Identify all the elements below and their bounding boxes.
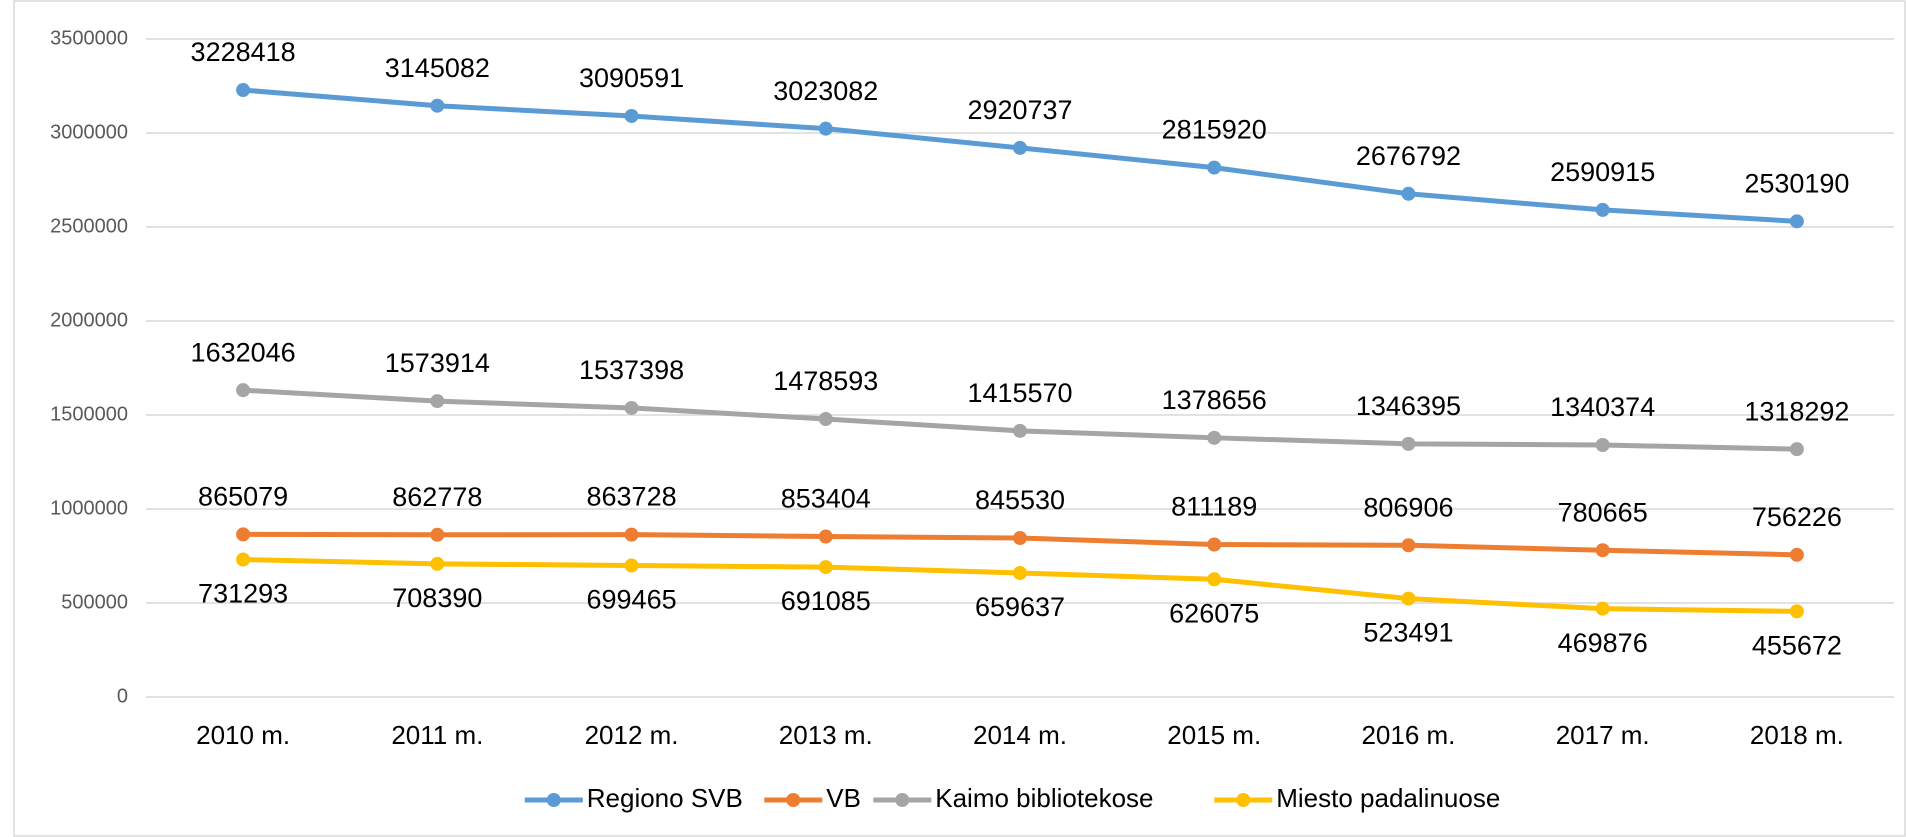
data-label: 1340374	[1550, 392, 1655, 422]
x-tick-label: 2013 m.	[779, 720, 873, 750]
point	[430, 556, 445, 571]
x-tick-label: 2016 m.	[1361, 720, 1455, 750]
data-label: 2815920	[1162, 115, 1267, 145]
data-label: 1573914	[385, 348, 490, 378]
data-label: 2920737	[967, 95, 1072, 125]
data-label: 1478593	[773, 366, 878, 396]
x-tick-label: 2018 m.	[1750, 720, 1844, 750]
point	[1207, 160, 1222, 175]
data-label: 863728	[587, 482, 677, 512]
data-label: 845530	[975, 485, 1065, 515]
point	[1401, 591, 1416, 606]
point	[1789, 547, 1804, 562]
data-label: 626075	[1169, 598, 1259, 628]
point	[1401, 436, 1416, 451]
point	[1789, 214, 1804, 229]
point	[236, 527, 251, 542]
legend-label: Regiono SVB	[587, 783, 743, 813]
legend-label: VB	[826, 783, 861, 813]
point	[624, 558, 639, 573]
point	[818, 560, 833, 575]
x-tick-label: 2017 m.	[1556, 720, 1650, 750]
x-tick-label: 2010 m.	[196, 720, 290, 750]
point	[1401, 186, 1416, 201]
point	[236, 83, 251, 98]
data-label: 659637	[975, 592, 1065, 622]
x-tick-label: 2011 m.	[391, 720, 483, 750]
data-label: 1632046	[191, 337, 296, 367]
data-label: 862778	[392, 482, 482, 512]
point	[624, 108, 639, 123]
data-label: 865079	[198, 481, 288, 511]
point	[236, 383, 251, 398]
point	[430, 394, 445, 409]
x-tick-label: 2012 m.	[585, 720, 679, 750]
legend-marker	[546, 793, 561, 807]
data-label: 699465	[587, 585, 677, 615]
point	[1595, 543, 1610, 558]
data-label: 806906	[1363, 492, 1453, 522]
data-label: 2530190	[1744, 168, 1849, 198]
x-tick-label: 2015 m.	[1167, 720, 1261, 750]
point	[236, 552, 251, 567]
data-label: 2676792	[1356, 141, 1461, 171]
y-tick-label: 1500000	[50, 403, 128, 425]
point	[1595, 202, 1610, 217]
y-tick-label: 500000	[61, 591, 128, 613]
data-label: 1346395	[1356, 391, 1461, 421]
data-label: 523491	[1363, 618, 1453, 648]
point	[1207, 537, 1222, 552]
data-label: 811189	[1171, 492, 1257, 522]
point	[1595, 601, 1610, 616]
point	[624, 527, 639, 542]
x-tick-label: 2014 m.	[973, 720, 1067, 750]
point	[1207, 572, 1222, 587]
legend-label: Miesto padalinuose	[1276, 783, 1500, 813]
data-label: 731293	[198, 579, 288, 609]
point	[1789, 442, 1804, 457]
data-label: 455672	[1752, 630, 1842, 660]
point	[818, 121, 833, 136]
point	[1595, 438, 1610, 453]
point	[1013, 423, 1027, 438]
point	[1013, 140, 1027, 155]
point	[1789, 604, 1804, 619]
data-label: 1537398	[579, 355, 684, 385]
legend-label: Kaimo bibliotekose	[935, 783, 1153, 813]
data-label: 756226	[1752, 502, 1842, 532]
point	[1401, 538, 1416, 553]
data-label: 708390	[392, 583, 482, 613]
point	[1207, 430, 1222, 445]
legend-marker	[786, 793, 801, 807]
point	[818, 412, 833, 427]
legend-marker	[895, 793, 910, 807]
data-label: 780665	[1558, 497, 1648, 527]
data-label: 3228418	[191, 37, 296, 67]
y-tick-label: 3500000	[50, 27, 128, 49]
data-label: 469876	[1558, 628, 1648, 658]
y-tick-label: 2500000	[50, 215, 128, 237]
data-label: 1378656	[1162, 385, 1267, 415]
data-label: 853404	[781, 484, 871, 514]
point	[430, 98, 445, 113]
data-label: 691085	[781, 586, 871, 616]
point	[1013, 531, 1027, 546]
point	[624, 400, 639, 415]
data-label: 1318292	[1744, 396, 1849, 426]
point	[1013, 565, 1027, 580]
data-label: 2590915	[1550, 157, 1655, 187]
point	[430, 527, 445, 542]
data-label: 3023082	[773, 76, 878, 106]
data-label: 3090591	[579, 63, 684, 93]
y-tick-label: 1000000	[50, 497, 128, 519]
legend-marker	[1236, 793, 1251, 807]
data-label: 1415570	[967, 378, 1072, 408]
y-tick-label: 2000000	[50, 309, 128, 331]
y-tick-label: 3000000	[50, 121, 128, 143]
point	[818, 529, 833, 544]
y-tick-label: 0	[117, 685, 128, 707]
data-label: 3145082	[385, 53, 490, 83]
